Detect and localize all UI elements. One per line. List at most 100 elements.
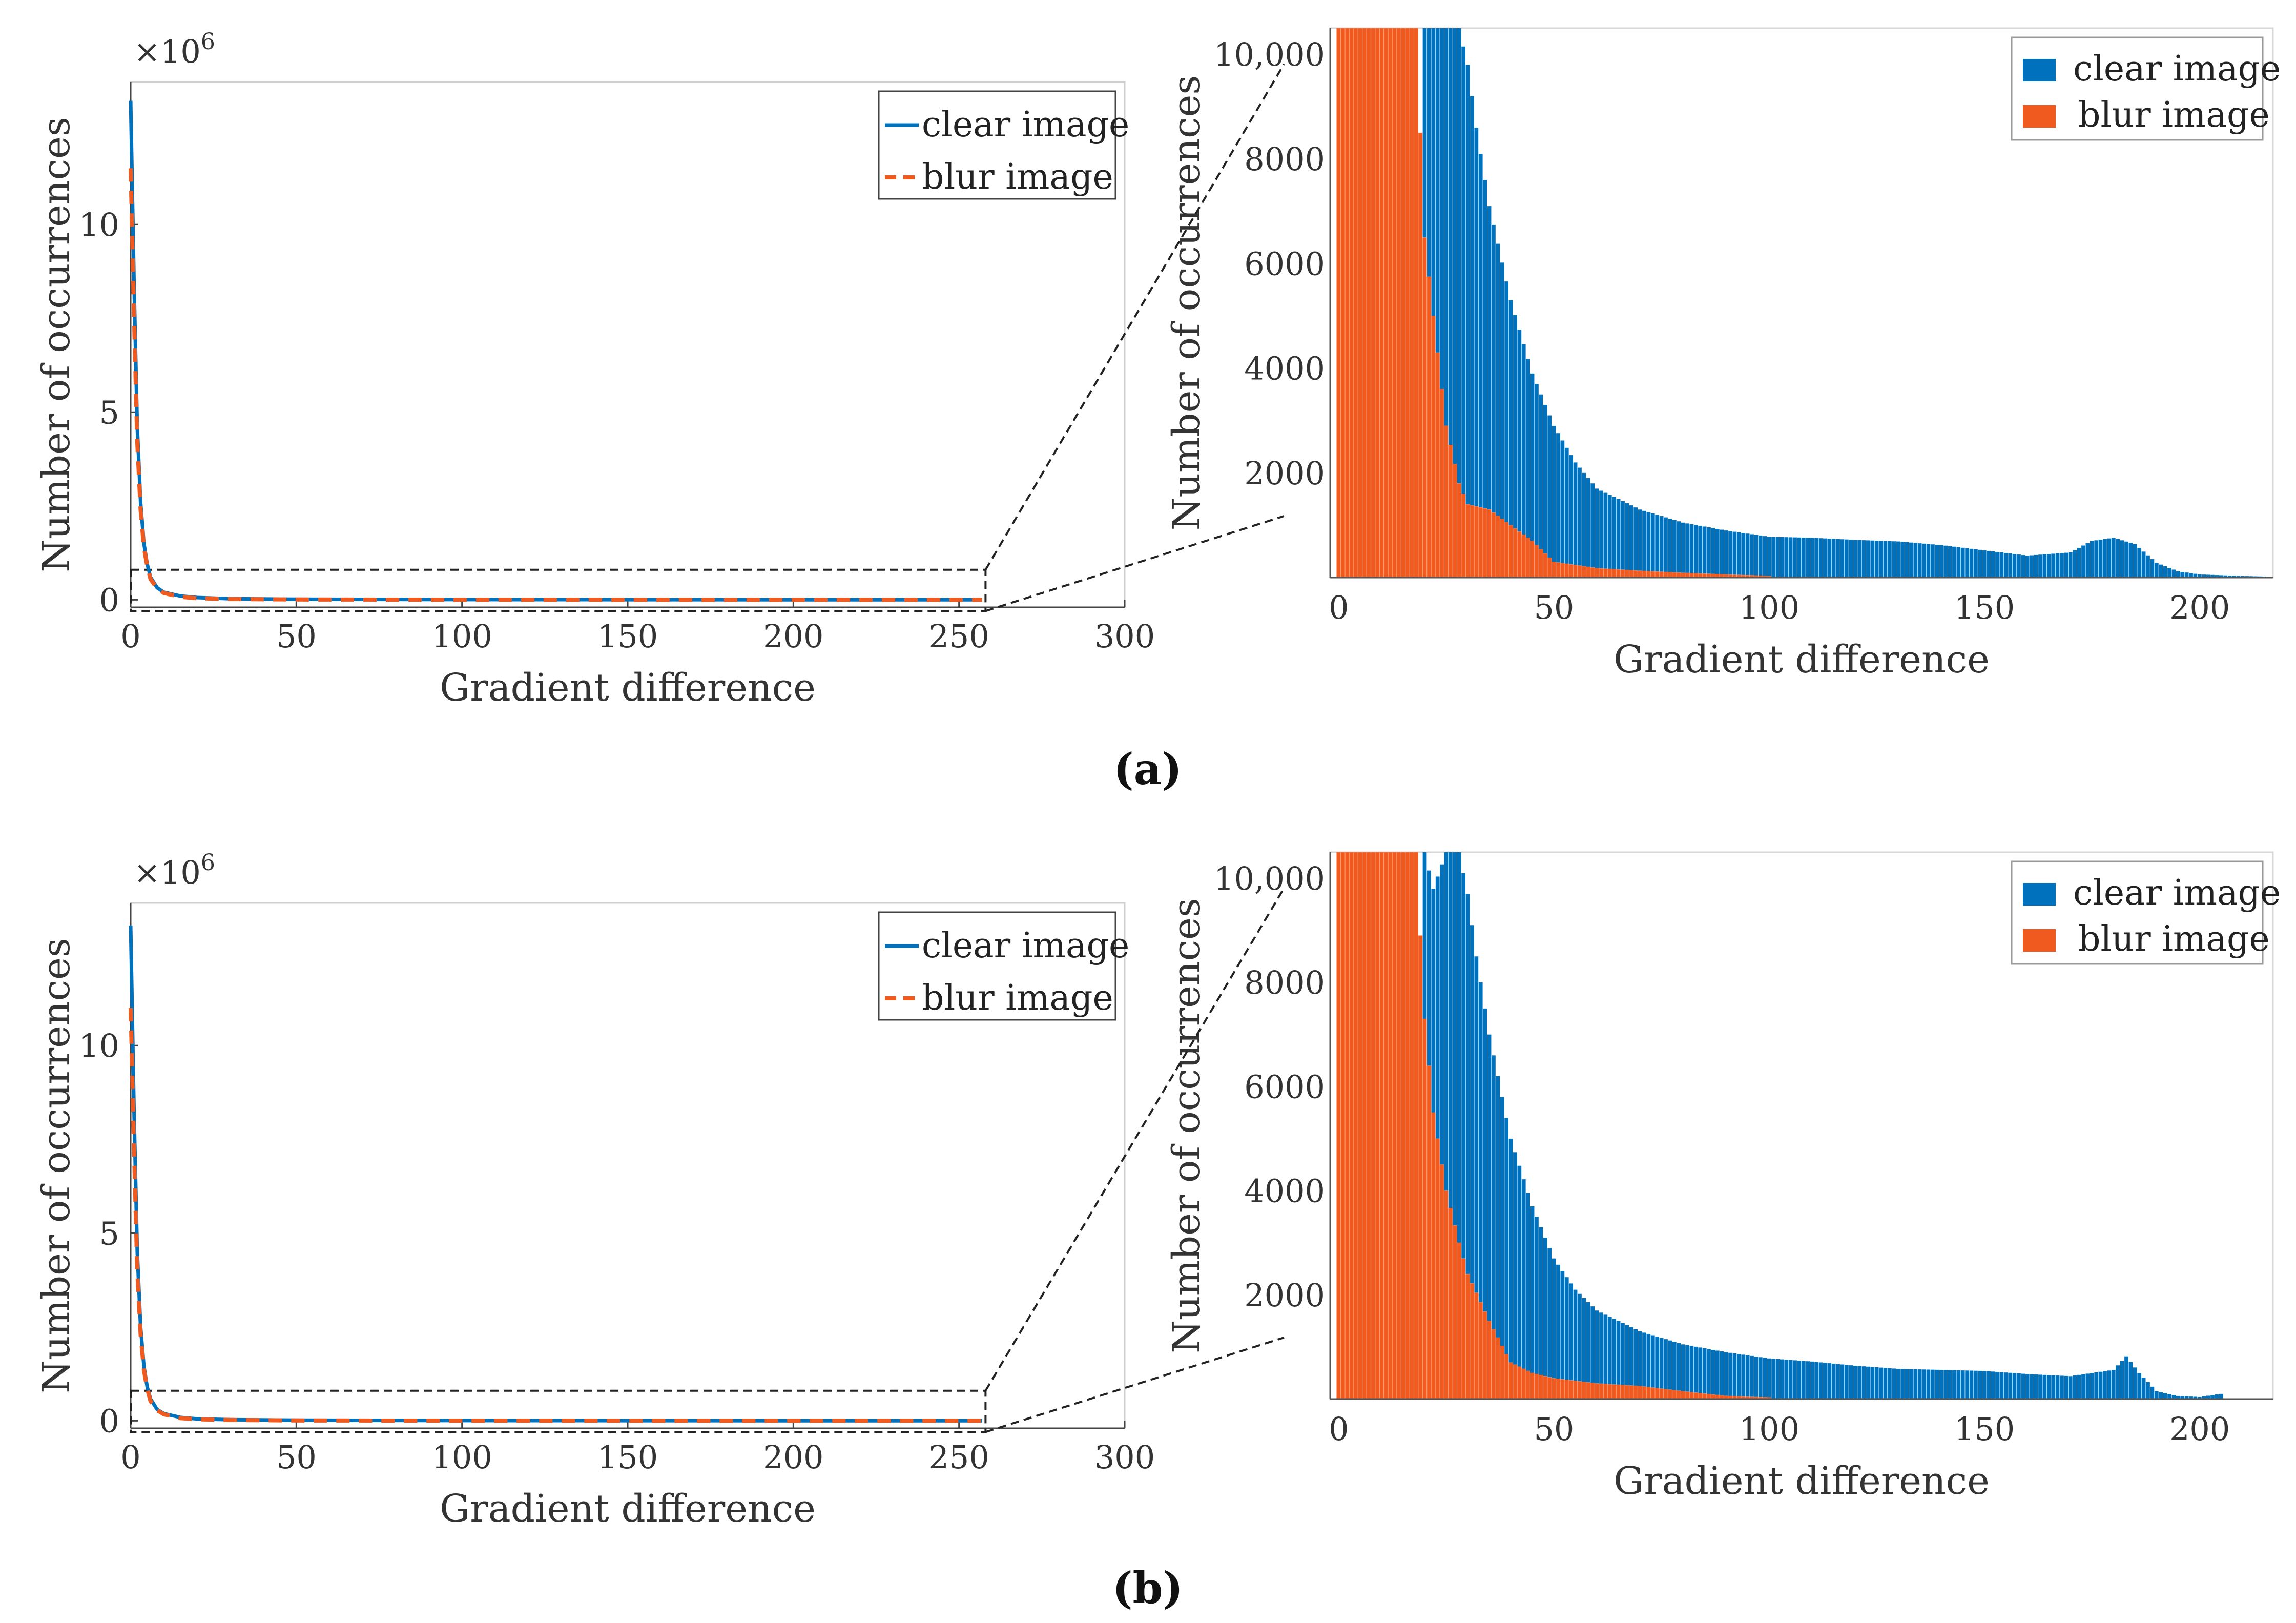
bar-blur — [1668, 572, 1672, 578]
bar-blur — [1552, 562, 1556, 578]
bar-clear — [2099, 1372, 2103, 1399]
bar-blur — [1638, 571, 1642, 578]
bar-blur — [1440, 389, 1444, 578]
y-tick-label: 8000 — [1244, 140, 1325, 178]
bar-blur — [1479, 507, 1483, 578]
bar-blur — [1384, 852, 1388, 1399]
bar-clear — [1965, 1370, 1969, 1399]
bar-clear — [1918, 543, 1922, 578]
bar-clear — [1741, 533, 1745, 578]
y-axis-label: Number of occurrences — [34, 938, 78, 1393]
bar-clear — [1927, 1369, 1931, 1399]
bar-blur — [1431, 1113, 1435, 1399]
bar-blur — [1405, 852, 1410, 1399]
bar-clear — [2103, 539, 2107, 578]
caption-b: (b) — [1112, 1563, 1183, 1613]
exponent-label: ×106 — [134, 850, 215, 891]
line-chart-a: 0 50 100 150 200 250 300 0 5 10 ×106 Gradient diffe… — [34, 29, 1155, 710]
bar-clear — [1565, 448, 1569, 578]
bar-clear — [1547, 416, 1552, 578]
x-tick-label: 250 — [928, 618, 989, 655]
bar-clear — [1913, 1369, 1917, 1399]
bar-clear — [1724, 530, 1728, 578]
bar-blur — [1681, 1391, 1685, 1399]
bar-blur — [1586, 1382, 1590, 1399]
bar-blur — [1380, 852, 1384, 1399]
bar-blur — [1418, 133, 1422, 578]
y-tick-label: 10,000 — [1214, 36, 1325, 73]
bar-blur — [1608, 1384, 1612, 1399]
bar-blur — [1345, 28, 1349, 578]
figure: 0 50 100 150 200 250 3000510×106Gradient diffe… — [0, 0, 2296, 1623]
bar-blur — [1492, 512, 1496, 578]
bar-clear — [1703, 1348, 1707, 1399]
bar-blur — [1556, 563, 1560, 578]
bar-clear — [2043, 1375, 2047, 1399]
bar-clear — [2094, 540, 2098, 578]
x-tick-label: 300 — [1094, 618, 1155, 655]
bar-blur — [1617, 1385, 1621, 1399]
x-axis-label: Gradient difference — [1614, 638, 1990, 682]
bar-clear — [1918, 1369, 1922, 1399]
bar-blur — [1504, 1354, 1508, 1399]
bar-clear — [2034, 555, 2038, 578]
bar-clear — [1509, 1139, 1513, 1399]
y-tick-label: 0 — [99, 581, 119, 619]
bar-blur — [1655, 571, 1659, 578]
bar-clear — [2107, 1370, 2112, 1399]
bar-clear — [1896, 542, 1900, 578]
bar-blur — [1530, 541, 1535, 578]
bar-clear — [1724, 1352, 1728, 1399]
bar-blur — [1483, 508, 1487, 578]
bar-blur — [1500, 519, 1504, 578]
bar-clear — [1823, 539, 1827, 578]
bar-blur — [1595, 1384, 1599, 1399]
bar-blur — [1474, 1293, 1478, 1399]
legend-label-clear: clear image — [2073, 49, 2281, 89]
bar-blur — [1556, 1379, 1560, 1399]
bar-blur — [1664, 572, 1668, 578]
bar-clear — [1655, 515, 1659, 578]
x-axis-label: Gradient difference — [440, 1487, 816, 1531]
bar-clear — [2081, 546, 2085, 578]
y-tick-label: 10 — [79, 206, 119, 243]
bar-clear — [1608, 495, 1612, 578]
bar-clear — [2021, 555, 2025, 578]
bar-clear — [2077, 548, 2081, 578]
bar-blur — [1642, 1387, 1646, 1399]
bar-clear — [2056, 553, 2060, 578]
bar-blur — [1685, 1392, 1689, 1399]
bar-blur — [1453, 464, 1457, 578]
bar-clear — [2051, 553, 2055, 578]
bar-clear — [2013, 1373, 2017, 1399]
bar-blur — [1612, 569, 1616, 578]
bar-clear — [1698, 526, 1702, 578]
bar-clear — [2116, 1365, 2120, 1399]
bar-clear — [1685, 1345, 1689, 1399]
bar-clear — [2146, 1382, 2150, 1399]
bar-blur — [1341, 28, 1345, 578]
bar-clear — [1763, 536, 1767, 578]
bar-blur — [1461, 1259, 1465, 1399]
bar-blur — [1367, 28, 1371, 578]
bar-blur — [1612, 1385, 1616, 1399]
bar-clear — [2073, 550, 2077, 578]
bar-blur — [1638, 1386, 1642, 1399]
bar-blur — [1599, 568, 1603, 578]
bar-clear — [1875, 541, 1879, 578]
bar-blur — [1647, 1387, 1651, 1399]
bar-clear — [1590, 483, 1595, 578]
bar-blur — [1401, 852, 1405, 1399]
bar-clear — [1905, 1369, 1909, 1399]
bar-blur — [1569, 564, 1573, 578]
bar-blur — [1362, 28, 1367, 578]
bar-clear — [1517, 1166, 1521, 1399]
bar-clear — [1694, 1347, 1698, 1399]
bar-clear — [1651, 513, 1655, 578]
bar-clear — [1638, 509, 1642, 578]
x-tick-label: 150 — [597, 1439, 658, 1476]
bar-blur — [1436, 353, 1440, 578]
bar-clear — [1793, 538, 1797, 578]
bar-clear — [1836, 539, 1840, 578]
y-tick-label: 6000 — [1244, 1068, 1325, 1105]
